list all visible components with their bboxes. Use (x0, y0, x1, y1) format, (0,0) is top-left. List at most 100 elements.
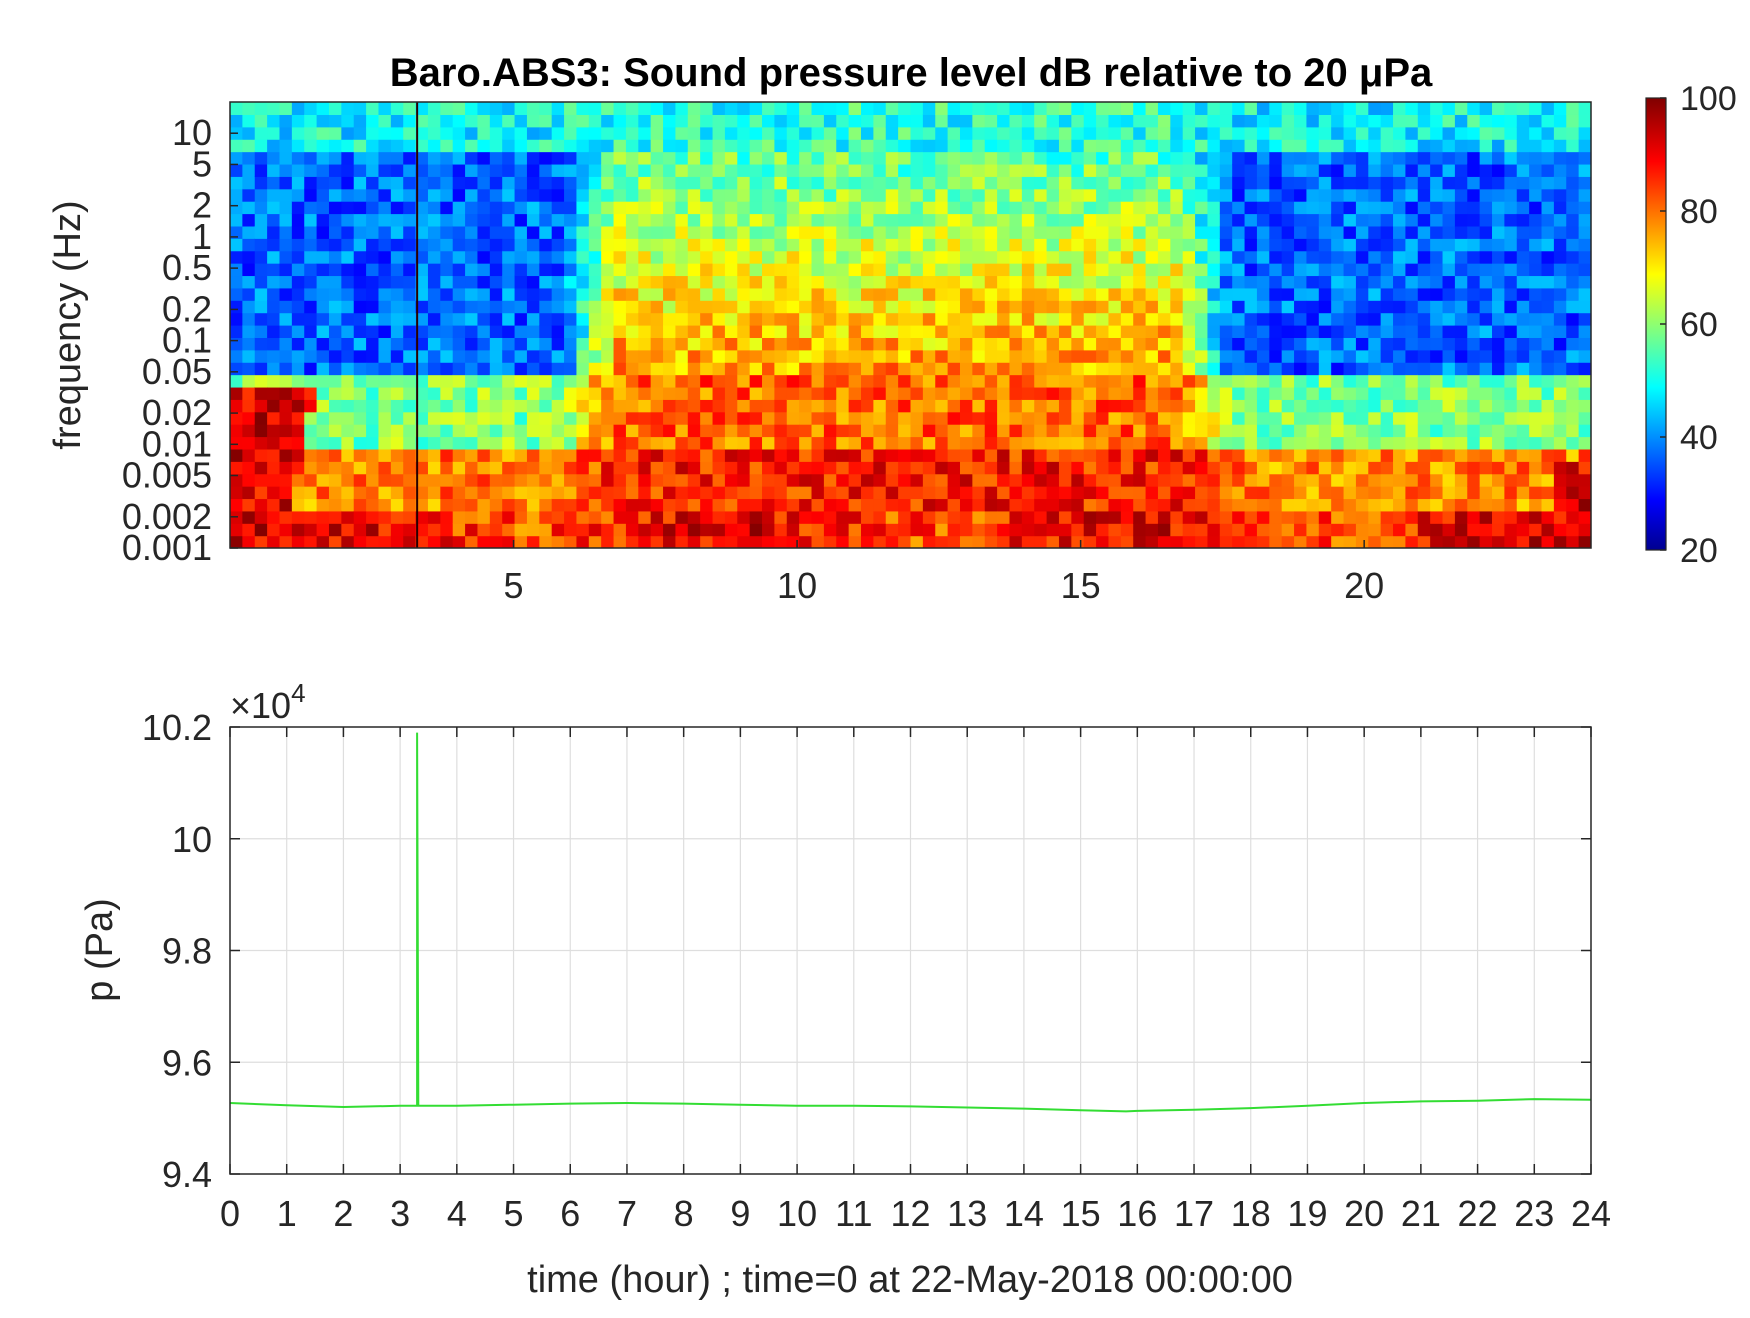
spectrogram-cell (588, 325, 602, 338)
spectrogram-cell (465, 436, 479, 450)
spectrogram-cell (415, 424, 429, 438)
spectrogram-cell (390, 535, 404, 548)
spectrogram-cell (823, 510, 837, 524)
spectrogram-cell (1504, 448, 1518, 462)
spectrogram-cell (1182, 448, 1196, 462)
spectrogram-cell (910, 399, 924, 413)
spectrogram-cell (1355, 461, 1369, 475)
spectrogram-cell (1120, 498, 1134, 512)
spectrogram-cell (959, 337, 973, 351)
spectrogram-cell (588, 362, 602, 376)
spectrogram-cell (390, 114, 404, 128)
spectrogram-cell (1195, 163, 1209, 177)
spectrogram-cell (551, 225, 565, 239)
spectrogram-cell (254, 201, 268, 215)
spectrogram-cell (1479, 436, 1493, 450)
spectrogram-cell (1529, 300, 1543, 314)
spectrogram-cell (564, 300, 578, 314)
spectrogram-cell (403, 151, 417, 165)
spectrogram-cell (1368, 114, 1382, 128)
spectrogram-cell (1046, 263, 1060, 277)
spectrogram-cell (316, 461, 330, 475)
spectrogram-cell (737, 374, 751, 388)
spectrogram-cell (947, 300, 961, 314)
spectrogram-cell (935, 510, 949, 524)
spectrogram-cell (873, 461, 887, 475)
spectrogram-cell (922, 486, 936, 500)
spectrogram-cell (427, 436, 441, 450)
spectrogram-cell (687, 287, 701, 301)
spectrogram-cell (811, 486, 825, 500)
spectrogram-cell (1281, 448, 1295, 462)
spectrogram-cell (1541, 163, 1555, 177)
spectrogram-cell (972, 349, 986, 363)
spectrogram-cell (1331, 461, 1345, 475)
spectrogram-cell (799, 510, 813, 524)
spectrogram-cell (1269, 238, 1283, 252)
spectrogram-cell (1120, 362, 1134, 376)
spectrogram-cell (366, 473, 380, 487)
spectrogram-cell (922, 461, 936, 475)
spectrogram-cell (328, 114, 342, 128)
spectrogram-cell (885, 163, 899, 177)
spectrogram-cell (1454, 473, 1468, 487)
spectrogram-cell (1393, 424, 1407, 438)
spectrogram-cell (1021, 250, 1035, 264)
spectrogram-cell (675, 448, 689, 462)
spectrogram-cell (551, 448, 565, 462)
spectrogram-cell (650, 287, 664, 301)
spectrogram-cell (1504, 349, 1518, 363)
spectrogram-cell (663, 461, 677, 475)
spectrogram-cell (898, 386, 912, 400)
spectrogram-cell (588, 448, 602, 462)
spectrogram-cell (477, 163, 491, 177)
spectrogram-cell (613, 523, 627, 537)
spectrogram-cell (1430, 461, 1444, 475)
spectrogram-cell (452, 337, 466, 351)
spectrogram-cell (1368, 275, 1382, 289)
spectrogram-cell (1318, 448, 1332, 462)
spectrogram-cell (873, 163, 887, 177)
spectrogram-cell (378, 386, 392, 400)
spectrogram-cell (1529, 411, 1543, 425)
spectrogram-cell (1343, 473, 1357, 487)
spectrogram-cell (762, 325, 775, 338)
spectrogram-cell (304, 399, 318, 413)
spectrogram-cell (1504, 312, 1518, 326)
spectrogram-cell (353, 325, 367, 338)
spectrogram-cell (1405, 287, 1419, 301)
spectrogram-cell (1046, 461, 1060, 475)
spectrogram-cell (922, 411, 936, 425)
spectrogram-cell (316, 325, 330, 338)
spectrogram-cell (811, 386, 825, 400)
spectrogram-cell (786, 436, 800, 450)
spectrogram-cell (341, 102, 355, 115)
spectrogram-cell (341, 300, 355, 314)
spectrogram-cell (1343, 337, 1357, 351)
spectrogram-cell (1244, 139, 1258, 153)
spectrogram-cell (1034, 300, 1048, 314)
spectrogram-cell (366, 461, 380, 475)
spectrogram-cell (1071, 448, 1085, 462)
spectrogram-cell (304, 535, 318, 548)
spectrogram-cell (539, 250, 553, 264)
spectrogram-cell (1529, 498, 1543, 512)
spectrogram-cell (1368, 498, 1382, 512)
spectrogram-cell (613, 411, 627, 425)
spectrogram-cell (1454, 461, 1468, 475)
spectrogram-cell (1145, 337, 1159, 351)
spectrogram-cell (1133, 201, 1147, 215)
spectrogram-cell (440, 163, 454, 177)
spectrogram-cell (922, 300, 936, 314)
spectrogram-cell (1306, 250, 1320, 264)
spectrogram-cell (230, 448, 243, 462)
spectrogram-cell (1368, 188, 1382, 202)
spectrogram-cell (539, 510, 553, 524)
spectrogram-cell (799, 424, 813, 438)
spectrogram-cell (687, 188, 701, 202)
spectrogram-cell (341, 424, 355, 438)
spectrogram-cell (526, 102, 540, 115)
spectrogram-cell (1256, 362, 1270, 376)
spectrogram-cell (452, 213, 466, 227)
